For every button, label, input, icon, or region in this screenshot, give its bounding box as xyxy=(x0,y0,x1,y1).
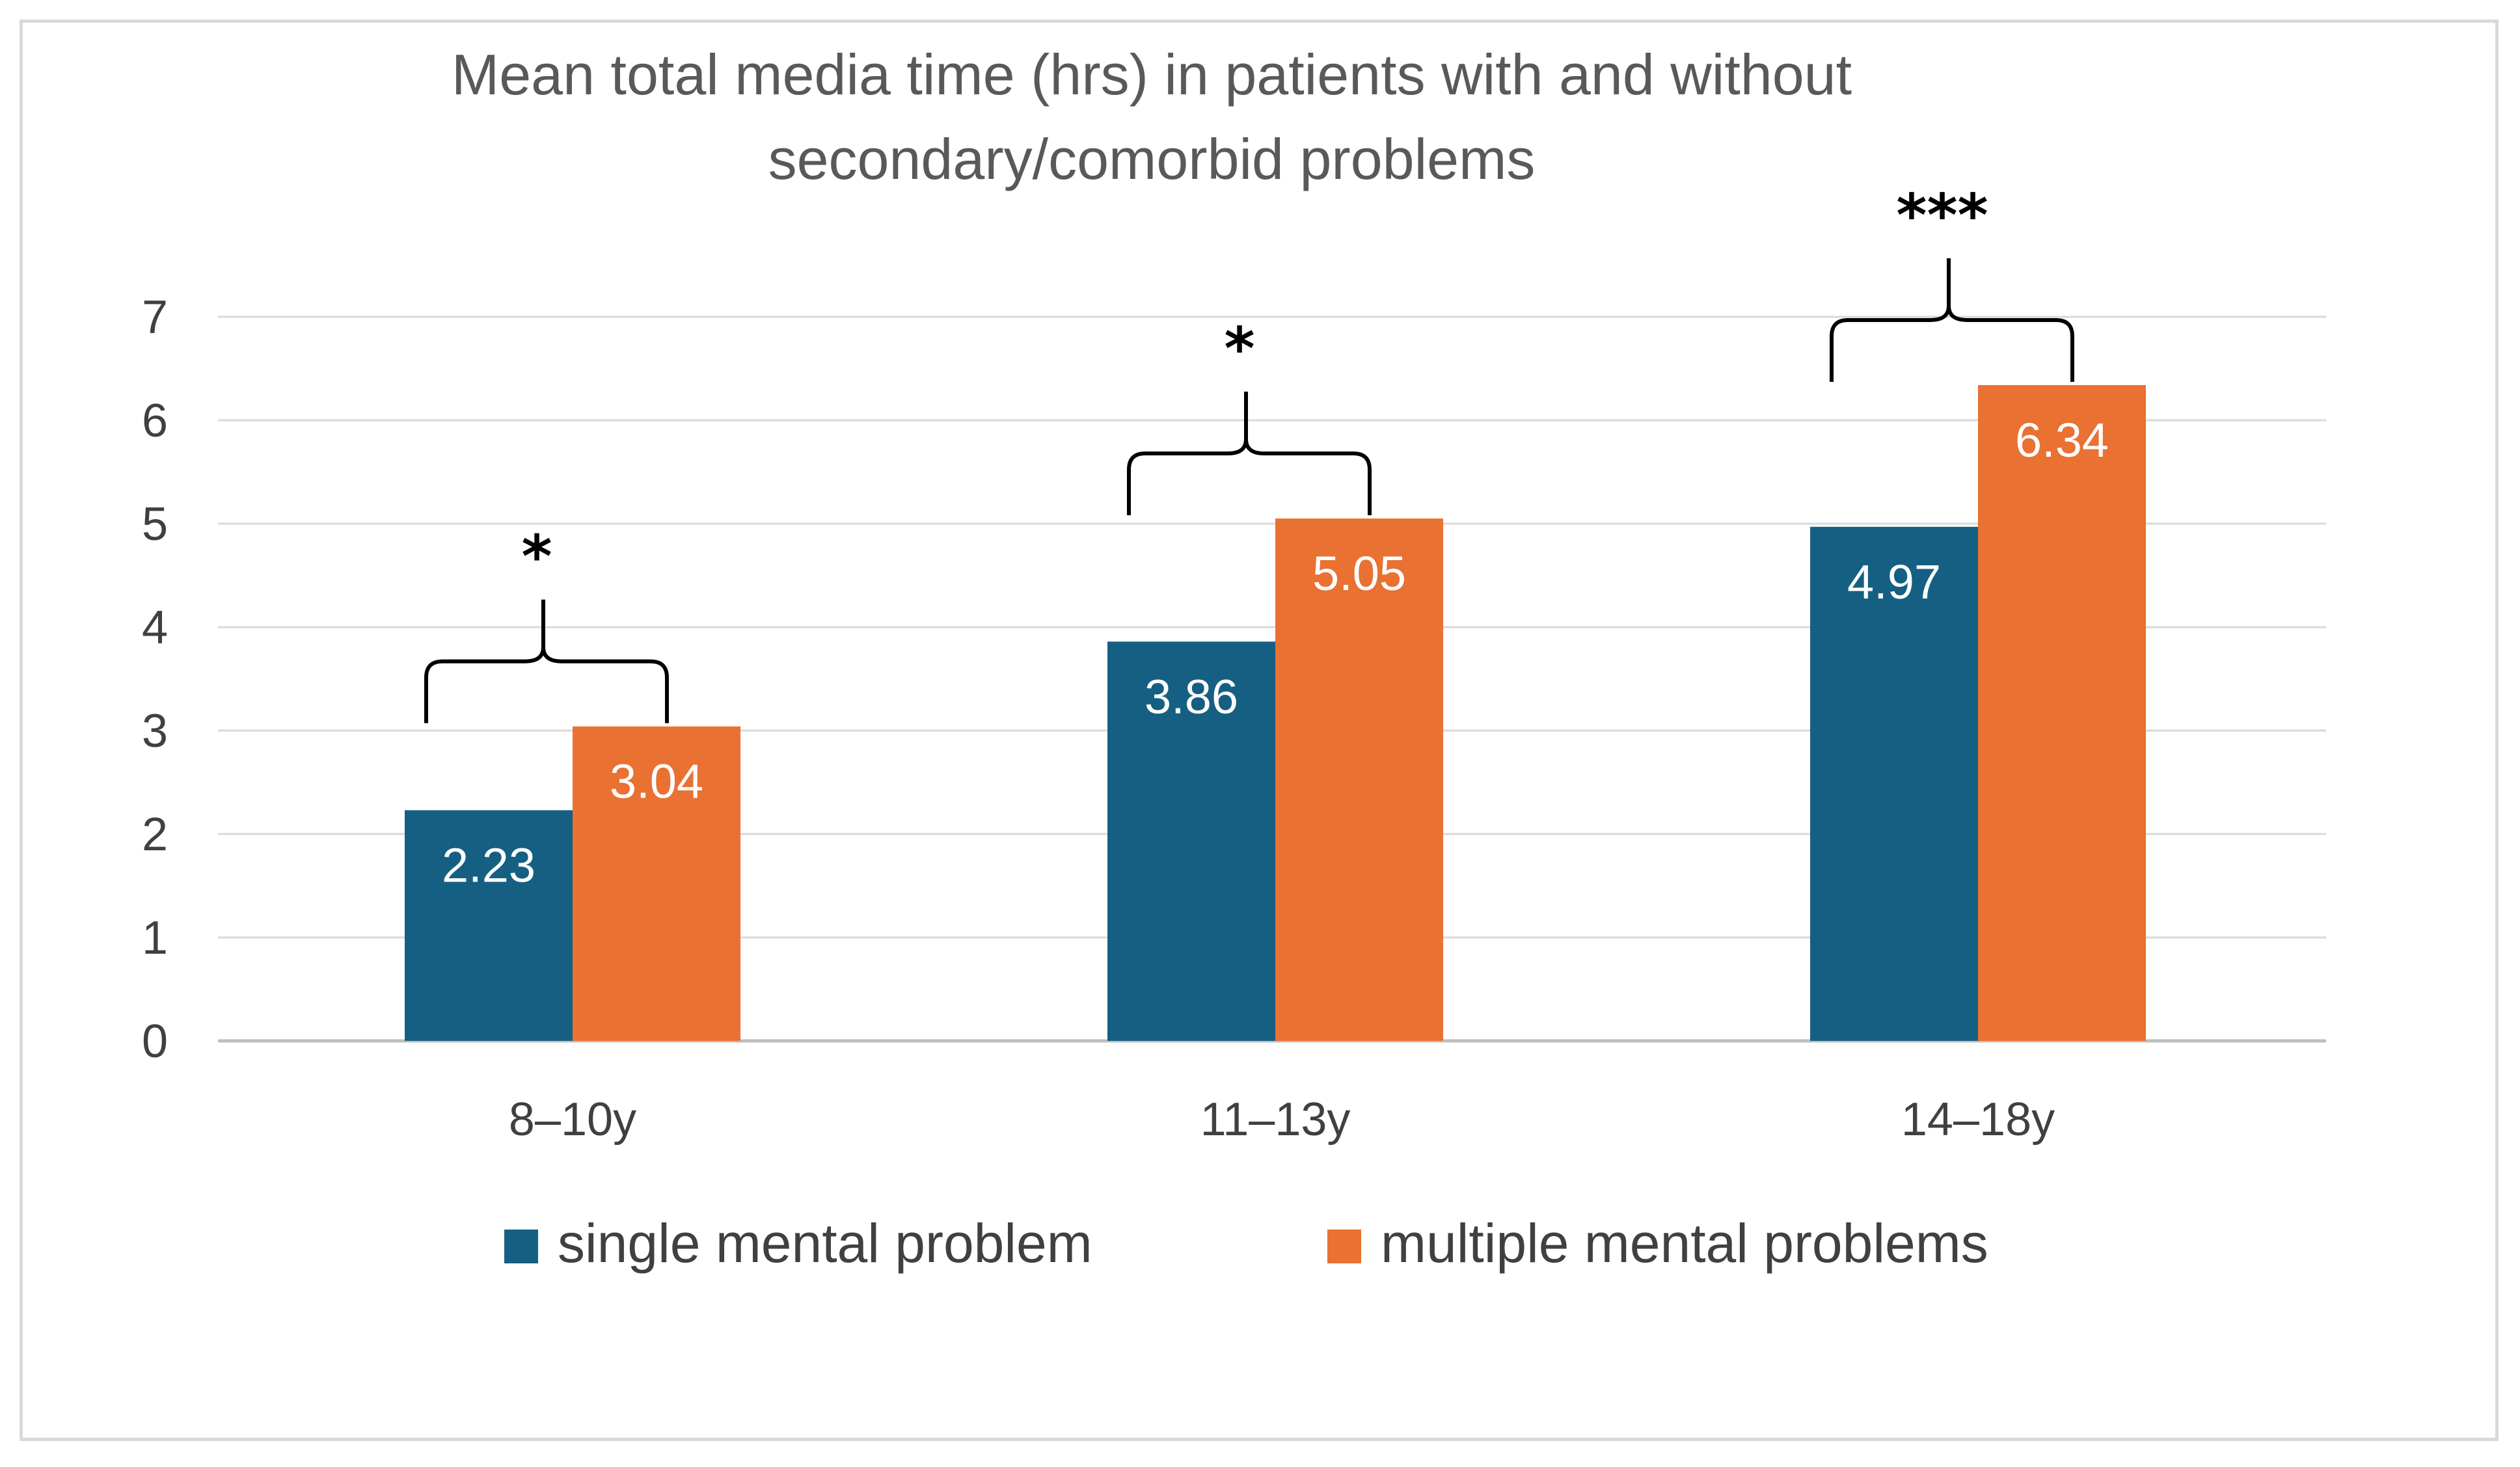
legend-label-multiple: multiple mental problems xyxy=(1381,1213,1988,1274)
bar-multiple-2 xyxy=(1978,384,2146,1041)
x-tick-label-2: 14–18y xyxy=(1901,1094,2055,1146)
y-tick-label-6: 6 xyxy=(142,395,168,447)
y-tick-label-2: 2 xyxy=(142,809,168,861)
legend-swatch-single xyxy=(504,1230,538,1263)
x-axis: 8–10y 11–13y 14–18y xyxy=(509,1094,2055,1146)
bar-single-1 xyxy=(1107,641,1275,1041)
significance-marker-1: * xyxy=(1224,315,1254,383)
chart-title: Mean total media time (hrs) in patients … xyxy=(452,42,1852,191)
significance-bracket-1 xyxy=(1127,392,1372,516)
y-tick-label-1: 1 xyxy=(142,912,168,964)
data-labels: 2.23 3.04 3.86 5.05 4.97 6.34 xyxy=(442,413,2109,892)
data-label-multiple-2: 6.34 xyxy=(2015,413,2109,467)
data-label-single-1: 3.86 xyxy=(1145,669,1238,723)
bar-single-0 xyxy=(405,810,573,1041)
y-axis: 0 1 2 3 4 5 6 7 xyxy=(142,291,168,1068)
legend: single mental problem multiple mental pro… xyxy=(504,1213,1988,1274)
data-label-single-0: 2.23 xyxy=(442,838,535,892)
chart-title-line-1: Mean total media time (hrs) in patients … xyxy=(452,42,1852,107)
bar-multiple-0 xyxy=(573,726,740,1041)
data-label-multiple-1: 5.05 xyxy=(1312,546,1406,600)
data-label-single-2: 4.97 xyxy=(1847,555,1941,609)
significance-brackets: ***** xyxy=(424,182,2074,723)
legend-swatch-multiple xyxy=(1327,1230,1361,1263)
x-tick-label-1: 11–13y xyxy=(1200,1094,1351,1146)
legend-label-single: single mental problem xyxy=(558,1213,1092,1274)
significance-marker-2: *** xyxy=(1896,182,1988,250)
bar-multiple-1 xyxy=(1275,518,1443,1041)
significance-bracket-0 xyxy=(424,599,669,723)
bars xyxy=(405,384,2146,1041)
y-tick-label-0: 0 xyxy=(142,1016,168,1068)
significance-bracket-2 xyxy=(1830,258,2074,382)
x-tick-label-0: 8–10y xyxy=(509,1094,636,1146)
data-label-multiple-0: 3.04 xyxy=(610,755,703,809)
bar-single-2 xyxy=(1810,526,1978,1041)
y-tick-label-7: 7 xyxy=(142,291,168,343)
chart-title-line-2: secondary/comorbid problems xyxy=(768,127,1536,191)
y-tick-label-3: 3 xyxy=(142,705,168,757)
significance-marker-0: * xyxy=(521,523,552,591)
y-tick-label-5: 5 xyxy=(142,498,168,550)
y-tick-label-4: 4 xyxy=(142,602,168,654)
